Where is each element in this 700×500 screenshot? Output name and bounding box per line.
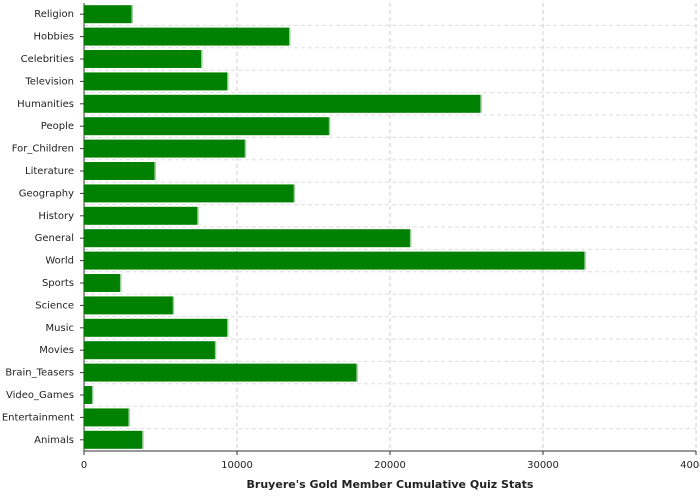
y-tick-label: World	[45, 256, 74, 267]
x-tick-label: 40000	[680, 460, 700, 471]
y-tick-label: Entertainment	[2, 412, 74, 423]
bar	[84, 251, 585, 270]
bar	[84, 408, 129, 427]
bar	[84, 430, 143, 449]
bar	[84, 117, 329, 136]
bar	[84, 341, 215, 360]
bar	[84, 27, 290, 46]
bar	[84, 94, 481, 113]
bar	[84, 162, 155, 180]
bar	[84, 296, 173, 315]
bar	[84, 206, 198, 225]
bar	[84, 50, 202, 68]
bar	[84, 274, 120, 292]
y-tick-label: People	[41, 121, 74, 132]
x-tick-label: 30000	[527, 460, 559, 471]
bar	[84, 229, 410, 248]
x-tick-label: 10000	[221, 460, 253, 471]
y-tick-label: Animals	[34, 435, 74, 446]
y-tick-label: Television	[24, 76, 74, 87]
y-tick-label: Humanities	[17, 99, 74, 110]
y-tick-label: Music	[46, 323, 74, 334]
y-tick-label: Video_Games	[6, 390, 74, 401]
bar	[84, 184, 294, 203]
y-tick-label: Celebrities	[21, 54, 74, 65]
y-tick-label: Sports	[42, 278, 74, 289]
y-tick-label: For_Children	[12, 144, 74, 155]
bar	[84, 386, 92, 404]
chart-title: Bruyere's Gold Member Cumulative Quiz St…	[247, 478, 534, 491]
y-tick-label: Movies	[39, 345, 74, 356]
bar	[84, 5, 132, 24]
y-tick-label: History	[38, 211, 74, 222]
bar	[84, 318, 228, 337]
y-tick-label: Science	[35, 300, 74, 311]
y-tick-label: Religion	[34, 9, 74, 20]
y-tick-label: Brain_Teasers	[5, 368, 74, 379]
bar	[84, 72, 228, 91]
y-tick-label: General	[35, 233, 74, 244]
y-tick-label: Geography	[19, 188, 74, 199]
x-tick-label: 0	[81, 460, 87, 471]
bar	[84, 363, 357, 382]
y-tick-label: Hobbies	[34, 32, 74, 43]
bar	[84, 139, 245, 158]
x-tick-label: 20000	[374, 460, 406, 471]
y-tick-label: Literature	[25, 166, 74, 177]
